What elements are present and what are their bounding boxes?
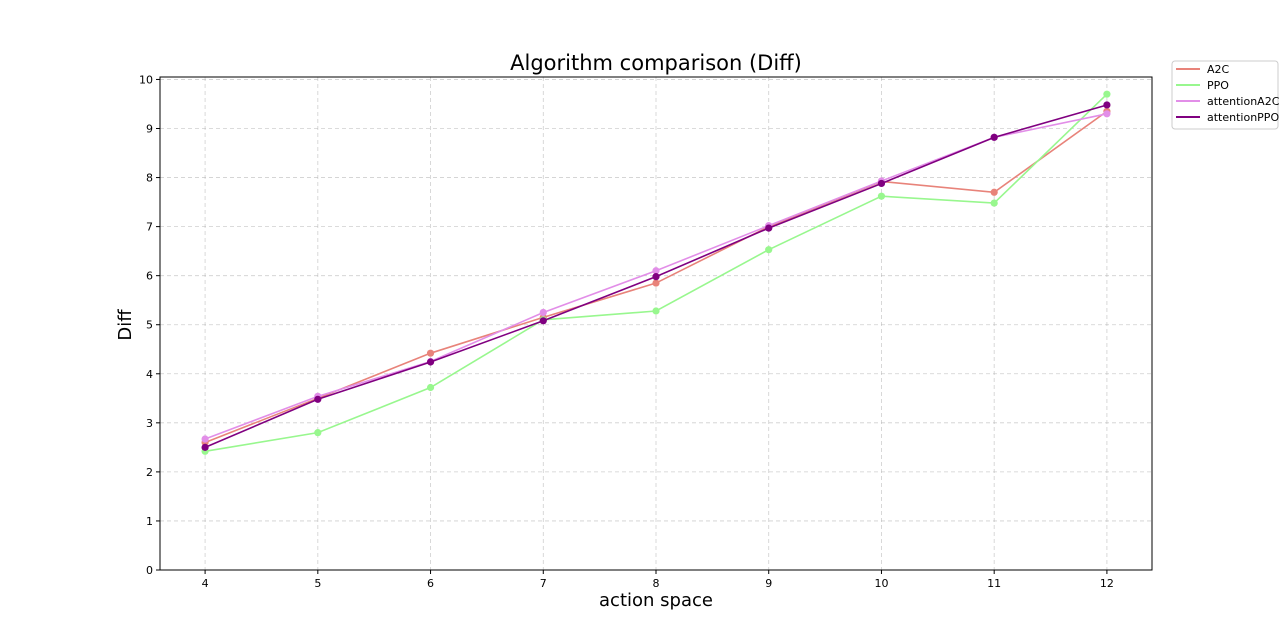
data-point: [201, 443, 209, 451]
x-tick-label: 10: [874, 577, 888, 590]
data-point: [426, 383, 435, 392]
data-point: [201, 435, 209, 443]
y-tick-label: 5: [146, 319, 153, 332]
x-tick-label: 8: [653, 577, 660, 590]
legend-label: attentionA2C: [1207, 95, 1280, 108]
x-tick-label: 4: [202, 577, 209, 590]
legend-item: PPO: [1176, 79, 1229, 92]
x-tick-label: 12: [1100, 577, 1114, 590]
series-attentionPPO: [201, 101, 1111, 451]
y-tick-label: 1: [146, 515, 153, 528]
series-layer: [201, 90, 1111, 455]
y-axis-label: Diff: [115, 309, 136, 341]
data-point: [652, 307, 660, 315]
chart-title: Algorithm comparison (Diff): [510, 51, 802, 75]
data-point: [426, 349, 435, 357]
x-tick-label: 6: [427, 577, 434, 590]
data-point: [314, 429, 322, 437]
legend-item: A2C: [1176, 63, 1230, 76]
data-point: [990, 133, 998, 141]
x-axis: 4 5 6 7 8 9 10 11 12: [202, 570, 1114, 590]
y-tick-label: 0: [146, 564, 153, 577]
y-tick-label: 7: [146, 221, 153, 234]
x-tick-label: 5: [314, 577, 321, 590]
data-point: [877, 179, 886, 188]
data-point: [990, 188, 998, 196]
grid: [160, 77, 1152, 571]
data-point: [1103, 90, 1111, 98]
y-tick-label: 4: [146, 368, 153, 381]
x-tick-label: 9: [765, 577, 772, 590]
data-point: [426, 358, 435, 366]
data-point: [1103, 110, 1111, 118]
legend-item: attentionPPO: [1176, 111, 1279, 124]
data-point: [652, 273, 660, 281]
legend-label: attentionPPO: [1207, 111, 1279, 124]
data-point: [1103, 101, 1111, 109]
y-tick-label: 3: [146, 417, 153, 430]
x-tick-label: 7: [540, 577, 547, 590]
data-point: [765, 246, 773, 254]
y-axis: 0 1 2 3 4 5 6 7 8 9 10: [139, 73, 160, 577]
data-point: [652, 279, 660, 287]
y-tick-label: 10: [139, 73, 153, 86]
y-tick-label: 6: [146, 270, 153, 283]
data-point: [539, 317, 547, 325]
y-tick-label: 8: [146, 172, 153, 185]
x-tick-label: 11: [987, 577, 1001, 590]
legend-box: [1171, 60, 1279, 130]
legend-label: A2C: [1207, 63, 1230, 76]
data-point: [765, 224, 773, 232]
data-point: [990, 199, 998, 207]
legend-label: PPO: [1207, 79, 1229, 92]
data-point: [877, 192, 886, 200]
y-tick-label: 2: [146, 466, 153, 479]
y-tick-label: 9: [146, 123, 153, 136]
legend: A2C PPO attentionA2C attentionPPO: [1171, 60, 1280, 130]
data-point: [314, 395, 322, 403]
data-point: [539, 308, 547, 317]
legend-item: attentionA2C: [1176, 95, 1280, 108]
data-point: [652, 267, 660, 275]
x-axis-label: action space: [599, 590, 713, 611]
